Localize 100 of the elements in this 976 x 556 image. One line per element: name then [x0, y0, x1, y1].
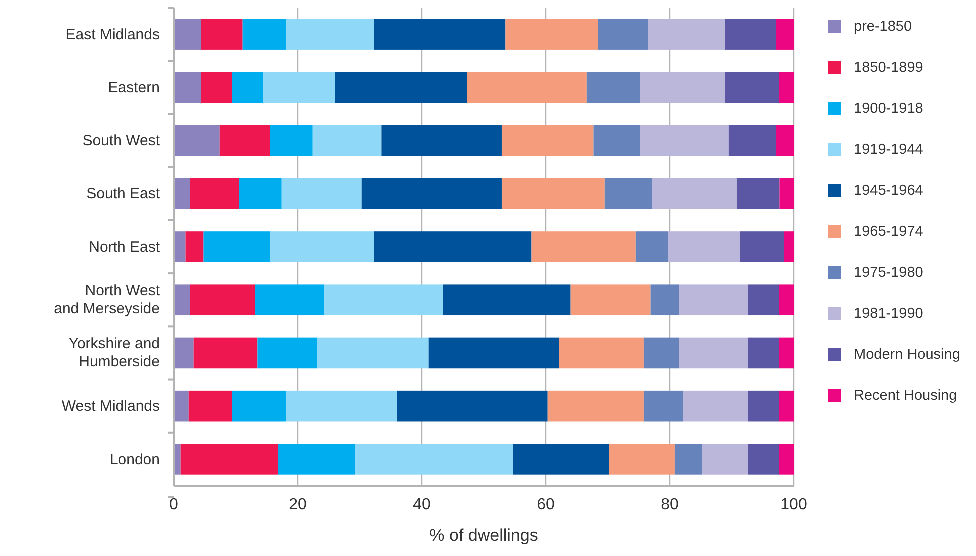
bar	[382, 125, 502, 156]
bar	[683, 390, 748, 422]
bar	[467, 72, 587, 104]
bar	[255, 284, 324, 316]
bar	[220, 125, 270, 156]
bar	[239, 178, 282, 210]
bar	[636, 232, 668, 262]
bar	[640, 72, 726, 104]
bar	[776, 19, 794, 50]
bar	[779, 284, 794, 316]
bar	[548, 390, 644, 422]
bar	[784, 232, 794, 262]
y-tick-label: North West and Merseyside	[54, 282, 161, 318]
bar	[644, 338, 680, 369]
bar	[335, 72, 468, 104]
bar	[609, 444, 675, 475]
bar	[201, 19, 243, 50]
y-tick-label: North East	[89, 238, 161, 256]
bar	[242, 19, 286, 50]
bar	[443, 284, 571, 316]
x-tick-label: 100	[780, 496, 808, 514]
bar	[748, 444, 780, 475]
bar	[174, 125, 220, 156]
bar	[263, 72, 336, 104]
legend-label: 1945-1964	[854, 183, 924, 199]
bar	[776, 125, 794, 156]
x-tick-label: 80	[661, 496, 679, 514]
y-tick-label: London	[110, 451, 160, 468]
bar	[586, 72, 640, 104]
bar	[258, 338, 318, 369]
bar	[194, 338, 258, 369]
bar	[668, 232, 740, 262]
bar	[174, 232, 186, 262]
legend-label: 1900-1918	[854, 101, 924, 117]
y-tick-label: South West	[82, 132, 161, 150]
bar	[286, 390, 398, 422]
y-tick-label: Eastern	[108, 79, 160, 96]
bar	[374, 19, 506, 50]
bar	[362, 178, 502, 210]
bar	[559, 338, 644, 369]
bar	[779, 444, 794, 475]
bar	[779, 72, 794, 104]
y-tick-label: South East	[86, 186, 161, 203]
bar	[570, 284, 651, 316]
bar	[324, 284, 444, 316]
x-tick-label: 20	[289, 496, 307, 514]
bar	[190, 178, 240, 210]
bar	[728, 125, 776, 156]
bar	[725, 72, 780, 104]
legend-label: 1975-1980	[854, 265, 924, 281]
bar	[174, 390, 189, 422]
bar	[278, 444, 356, 475]
bar	[648, 19, 726, 50]
bar	[748, 390, 780, 422]
y-tick-label: East Midlands	[66, 26, 160, 44]
bar	[186, 232, 204, 262]
bar	[779, 390, 794, 422]
bar	[644, 390, 684, 422]
bar	[204, 232, 271, 262]
x-tick-label: 40	[413, 496, 431, 514]
bar	[232, 72, 264, 104]
bar	[317, 338, 429, 369]
bar	[180, 444, 278, 475]
bar	[428, 338, 560, 369]
bar	[174, 178, 190, 210]
bar	[201, 72, 232, 104]
bar	[397, 390, 548, 422]
bar	[312, 125, 382, 156]
bar	[355, 444, 514, 475]
bar	[725, 19, 776, 50]
legend-label: 1850-1899	[854, 60, 924, 76]
y-tick-label: West Midlands	[62, 398, 160, 416]
legend-label: pre-1850	[854, 19, 912, 35]
bar	[374, 232, 532, 262]
bar	[188, 390, 232, 422]
bar	[174, 19, 202, 50]
bar	[748, 284, 780, 316]
bar	[286, 19, 374, 50]
y-tick-label: Yorkshire and Humberside	[68, 336, 160, 371]
bar	[740, 232, 784, 262]
bar	[174, 72, 202, 104]
legend-label: Recent Housing	[854, 388, 958, 404]
bar	[736, 178, 780, 210]
bar	[652, 178, 737, 210]
bar	[702, 444, 748, 475]
bar	[674, 444, 702, 475]
bar	[679, 338, 748, 369]
legend-label: 1965-1974	[854, 224, 924, 240]
bar	[780, 178, 794, 210]
bar	[679, 284, 748, 316]
bar	[513, 444, 610, 475]
bar	[502, 125, 594, 156]
legend-label: Modern Housing	[854, 347, 960, 363]
bar	[270, 125, 313, 156]
bar	[598, 19, 648, 50]
bar	[282, 178, 362, 210]
bar	[640, 125, 729, 156]
bar	[174, 338, 194, 369]
bar	[174, 284, 190, 316]
x-tick-label: 0	[170, 496, 179, 514]
